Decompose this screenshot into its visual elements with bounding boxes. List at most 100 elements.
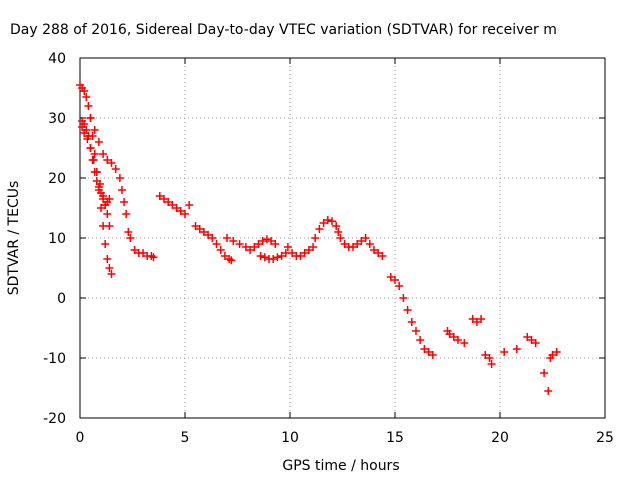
data-point bbox=[512, 345, 521, 353]
data-point bbox=[176, 207, 185, 215]
data-point bbox=[80, 87, 89, 95]
data-point bbox=[283, 243, 292, 251]
data-point bbox=[500, 348, 509, 356]
data-point bbox=[445, 330, 454, 338]
data-point bbox=[273, 253, 282, 262]
data-point bbox=[246, 246, 255, 254]
data-point bbox=[319, 219, 328, 227]
data-point bbox=[311, 234, 320, 242]
data-point bbox=[107, 270, 116, 278]
x-tick-label: 15 bbox=[386, 430, 404, 446]
x-tick-label: 25 bbox=[596, 430, 614, 446]
data-point bbox=[130, 246, 139, 254]
data-point bbox=[111, 165, 120, 173]
data-point bbox=[204, 231, 213, 239]
data-point bbox=[460, 339, 469, 347]
data-point bbox=[126, 234, 135, 242]
data-point bbox=[105, 195, 114, 203]
data-point bbox=[149, 253, 158, 262]
data-point bbox=[227, 256, 236, 265]
data-point bbox=[118, 186, 126, 194]
data-point bbox=[223, 234, 231, 242]
data-point bbox=[260, 253, 269, 262]
data-point bbox=[250, 243, 259, 251]
data-point bbox=[160, 195, 168, 203]
y-tick-label: -20 bbox=[43, 411, 66, 427]
data-point bbox=[336, 234, 345, 242]
data-point bbox=[378, 252, 387, 260]
data-point bbox=[164, 198, 173, 206]
data-point bbox=[86, 114, 95, 122]
data-point bbox=[481, 351, 490, 359]
data-point bbox=[216, 246, 225, 254]
x-tick-label: 5 bbox=[181, 430, 190, 446]
data-point bbox=[256, 252, 265, 260]
data-point bbox=[477, 315, 486, 323]
data-point bbox=[296, 252, 305, 260]
data-point bbox=[139, 249, 147, 257]
data-point bbox=[353, 240, 362, 248]
data-point bbox=[235, 240, 244, 248]
data-point bbox=[115, 174, 124, 182]
data-point bbox=[94, 138, 103, 146]
data-point bbox=[92, 168, 101, 176]
x-tick-label: 10 bbox=[281, 430, 299, 446]
data-point bbox=[454, 336, 462, 344]
data-point bbox=[80, 129, 89, 137]
x-axis-label: GPS time / hours bbox=[282, 458, 399, 474]
data-point bbox=[468, 315, 477, 323]
data-point bbox=[168, 201, 177, 209]
data-point bbox=[262, 235, 271, 244]
data-point bbox=[309, 243, 318, 251]
data-point bbox=[340, 240, 349, 248]
data-point bbox=[99, 192, 108, 200]
data-point bbox=[304, 246, 313, 254]
data-point bbox=[420, 345, 429, 353]
x-axis: 0 5 10 15 20 25 bbox=[76, 58, 614, 446]
data-point bbox=[181, 210, 189, 218]
data-point bbox=[277, 252, 286, 260]
y-tick-label: 10 bbox=[48, 231, 66, 247]
data-point bbox=[105, 264, 114, 272]
data-point bbox=[523, 333, 532, 341]
data-point bbox=[361, 234, 370, 242]
data-point bbox=[399, 294, 408, 302]
y-tick-label: 30 bbox=[48, 111, 66, 127]
data-point bbox=[428, 351, 437, 359]
data-point bbox=[288, 249, 297, 257]
data-point bbox=[365, 240, 374, 248]
data-point bbox=[254, 240, 263, 248]
data-point bbox=[424, 348, 433, 356]
data-point bbox=[199, 228, 208, 236]
x-tick-label: 0 bbox=[76, 430, 85, 446]
data-point bbox=[84, 102, 93, 110]
data-point bbox=[195, 225, 204, 233]
data-point bbox=[82, 93, 91, 101]
data-point bbox=[271, 240, 280, 248]
data-point bbox=[107, 159, 116, 167]
data-point bbox=[552, 348, 561, 356]
data-point bbox=[323, 216, 332, 224]
data-point bbox=[540, 369, 549, 377]
data-point bbox=[124, 228, 133, 236]
x-tick-label: 20 bbox=[491, 430, 509, 446]
data-point bbox=[101, 240, 110, 248]
data-point bbox=[90, 126, 99, 134]
data-point bbox=[487, 360, 496, 368]
data-point bbox=[416, 336, 425, 344]
data-point bbox=[332, 222, 341, 230]
data-point bbox=[220, 252, 229, 260]
data-point bbox=[78, 123, 87, 131]
data-point bbox=[103, 210, 112, 218]
data-point bbox=[300, 249, 309, 257]
grid bbox=[80, 58, 605, 418]
y-tick-label: 0 bbox=[57, 291, 66, 307]
data-point bbox=[374, 249, 383, 257]
y-tick-label: 40 bbox=[48, 51, 66, 67]
data-point bbox=[95, 180, 104, 188]
data-point bbox=[191, 222, 200, 230]
data-point bbox=[103, 255, 112, 263]
data-point bbox=[86, 144, 95, 152]
data-point bbox=[334, 228, 343, 236]
data-point bbox=[449, 333, 458, 341]
